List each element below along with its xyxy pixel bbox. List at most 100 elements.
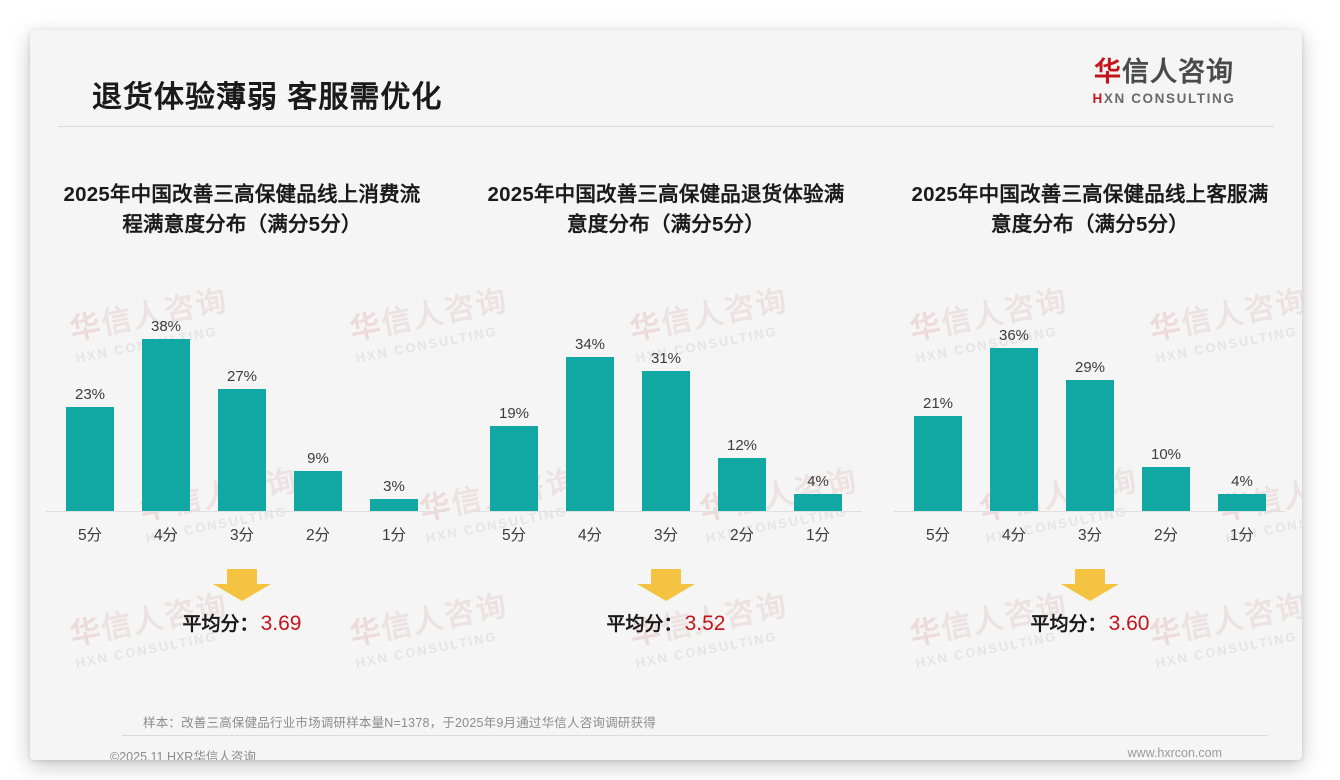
logo-english-rest: XN CONSULTING [1103,90,1236,106]
bar-value-label: 12% [726,436,758,454]
logo-chinese-rest: 信人咨询 [1122,57,1234,87]
x-axis-tick-label: 2分 [1153,527,1179,545]
average-score-value: 3.69 [260,612,302,636]
bar-group[interactable]: 36% [983,290,1045,513]
bar-series: 19% 34% 31% 12% 4% [470,290,862,513]
x-axis-tick-label: 2分 [305,527,331,545]
bar[interactable] [490,425,538,513]
bar[interactable] [642,370,690,513]
average-score-block: 平均分：3.69 [52,567,432,636]
bar-group[interactable]: 9% [287,290,349,513]
x-axis-tick-label: 1分 [1229,527,1255,545]
bar-group[interactable]: 34% [559,290,621,513]
x-axis-tick-label: 5分 [925,527,951,545]
charts-row: 2025年中国改善三高保健品线上消费流程满意度分布（满分5分） 23% 38% 27%… [30,150,1302,680]
x-axis-line [46,511,438,513]
bar-group[interactable]: 29% [1059,290,1121,513]
bar[interactable] [990,347,1038,513]
bar[interactable] [1218,494,1266,513]
x-axis-tick-label: 1分 [805,527,831,545]
bar[interactable] [794,494,842,513]
bar-group[interactable]: 19% [483,290,545,513]
bar-value-label: 9% [307,450,329,468]
bar-group[interactable]: 21% [907,290,969,513]
bar-series: 21% 36% 29% 10% 4% [894,290,1286,513]
bar[interactable] [294,471,342,513]
header-divider [58,126,1274,127]
bar-group[interactable]: 38% [135,290,197,513]
x-axis-tick-label: 1分 [381,527,407,545]
average-score-label: 平均分： [182,614,259,636]
x-axis-tick-label: 3分 [1077,527,1103,545]
bar-value-label: 38% [150,317,182,335]
bar-series: 23% 38% 27% 9% 3% [46,290,438,513]
bar[interactable] [66,407,114,513]
chart-plot-area: 23% 38% 27% 9% 3% [46,267,438,513]
slide-card: 退货体验薄弱 客服需优化 华信人咨询 HXN CONSULTING 华信人咨询 H… [30,30,1302,760]
down-arrow-icon [1061,569,1119,602]
x-axis-labels: 5分 4分 3分 2分 1分 [476,523,856,545]
bar-group[interactable]: 4% [787,290,849,513]
x-axis-tick-label: 4分 [1001,527,1027,545]
x-axis-tick-label: 4分 [577,527,603,545]
slide-header: 退货体验薄弱 客服需优化 华信人咨询 HXN CONSULTING [30,30,1302,126]
down-arrow-icon [637,569,695,602]
average-score-block: 平均分：3.52 [476,567,856,636]
chart-plot-area: 21% 36% 29% 10% 4% [894,267,1286,513]
x-axis-tick-label: 3分 [653,527,679,545]
chart-title: 2025年中国改善三高保健品退货体验满意度分布（满分5分） [487,183,845,236]
copyright-text: ©2025.11 HXR华信人咨询 [110,750,256,760]
bar[interactable] [218,389,266,513]
bar-group[interactable]: 27% [211,290,273,513]
chart-panel-2: 2025年中国改善三高保健品退货体验满意度分布（满分5分） 19% 34% 31% 12… [454,150,878,680]
bar-value-label: 23% [74,386,106,404]
bar-group[interactable]: 3% [363,290,425,513]
bar-group[interactable]: 12% [711,290,773,513]
bar[interactable] [142,338,190,513]
x-axis-labels: 5分 4分 3分 2分 1分 [900,523,1280,545]
average-score-value: 3.60 [1108,612,1150,636]
chart-title: 2025年中国改善三高保健品线上消费流程满意度分布（满分5分） [63,183,421,236]
bar[interactable] [370,498,418,513]
average-score-line: 平均分：3.52 [476,609,856,636]
bar[interactable] [718,457,766,513]
x-axis-line [470,511,862,513]
footer-divider [122,735,1268,736]
bar-group[interactable]: 4% [1211,290,1273,513]
x-axis-tick-label: 2分 [729,527,755,545]
logo-english-text: HXN CONSULTING [1064,91,1264,106]
bar-group[interactable]: 31% [635,290,697,513]
bar-value-label: 10% [1150,445,1182,463]
chart-plot-area: 19% 34% 31% 12% 4% [470,267,862,513]
bar-value-label: 34% [574,336,606,354]
bar-value-label: 4% [807,473,829,491]
down-arrow-icon [213,569,271,602]
logo-hua-character: 华 [1094,57,1122,87]
x-axis-line [894,511,1286,513]
average-score-label: 平均分： [1030,614,1107,636]
average-score-line: 平均分：3.69 [52,609,432,636]
x-axis-tick-label: 5分 [77,527,103,545]
bar-value-label: 19% [498,404,530,422]
bar[interactable] [914,416,962,513]
x-axis-tick-label: 3分 [229,527,255,545]
website-text: www.hxrcon.com [1127,746,1222,760]
company-logo: 华信人咨询 HXN CONSULTING [1064,57,1264,106]
page-title: 退货体验薄弱 客服需优化 [92,81,443,114]
bar[interactable] [1142,466,1190,513]
bar[interactable] [1066,379,1114,513]
bar-value-label: 4% [1231,473,1253,491]
bar-value-label: 31% [650,349,682,367]
bar-value-label: 21% [922,395,954,413]
x-axis-tick-label: 5分 [501,527,527,545]
average-score-value: 3.52 [684,612,726,636]
bar-group[interactable]: 10% [1135,290,1197,513]
chart-panel-3: 2025年中国改善三高保健品线上客服满意度分布（满分5分） 21% 36% 29% 10… [878,150,1302,680]
x-axis-tick-label: 4分 [153,527,179,545]
bar[interactable] [566,357,614,513]
bar-value-label: 29% [1074,358,1106,376]
bar-value-label: 36% [998,326,1030,344]
average-score-label: 平均分： [606,614,683,636]
logo-chinese-text: 华信人咨询 [1064,57,1264,88]
bar-group[interactable]: 23% [59,290,121,513]
